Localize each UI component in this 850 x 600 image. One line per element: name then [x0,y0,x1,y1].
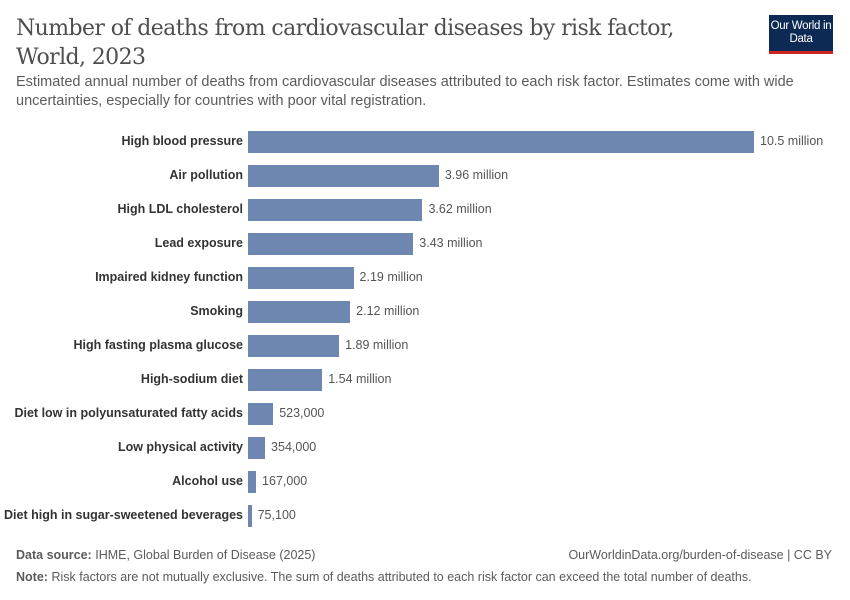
bar[interactable] [248,403,274,425]
bar[interactable] [248,165,439,187]
category-label: Low physical activity [117,440,243,454]
chart-title: Number of deaths from cardiovascular dis… [16,16,674,70]
data-source: Data source: IHME, Global Burden of Dise… [16,548,315,562]
data-label: 2.19 million [359,270,423,284]
owid-logo[interactable]: Our World in Data [769,15,833,54]
data-label: 3.96 million [444,168,509,182]
category-label: High-sodium diet [140,372,243,386]
category-label: Impaired kidney function [95,270,243,284]
data-label: 1.89 million [345,338,409,352]
bar[interactable] [248,471,257,493]
category-label: High LDL cholesterol [117,202,243,216]
data-label: 3.62 million [428,202,492,216]
data-label: 167,000 [262,474,308,488]
bar[interactable] [248,301,351,323]
note-text: Risk factors are not mutually exclusive.… [51,570,752,584]
category-label: High fasting plasma glucose [73,338,243,352]
data-label: 10.5 million [760,134,824,148]
bar[interactable] [248,267,354,289]
source-label: Data source: [16,548,92,562]
data-label: 75,100 [257,508,296,522]
bar[interactable] [248,369,323,391]
category-label: Lead exposure [154,236,243,250]
data-label: 3.43 million [419,236,483,250]
bar[interactable] [248,199,423,221]
data-label: 354,000 [271,440,317,454]
data-label: 523,000 [279,406,325,420]
bar[interactable] [248,131,754,153]
note-label: Note: [16,570,48,584]
note: Note: Risk factors are not mutually excl… [16,570,752,584]
bar[interactable] [248,233,414,255]
category-label: Alcohol use [172,474,243,488]
source-text: IHME, Global Burden of Disease (2025) [95,548,316,562]
bar[interactable] [248,437,266,459]
bar[interactable] [248,505,252,527]
category-label: Diet low in polyunsaturated fatty acids [14,406,243,420]
bar[interactable] [248,335,340,357]
source-url[interactable]: OurWorldinData.org/burden-of-disease | C… [568,548,832,562]
category-label: Diet high in sugar-sweetened beverages [4,508,243,522]
category-label: High blood pressure [121,134,243,148]
category-label: Smoking [190,304,243,318]
data-label: 1.54 million [328,372,392,386]
data-label: 2.12 million [356,304,420,318]
category-label: Air pollution [169,168,243,182]
chart-subtitle: Estimated annual number of deaths from c… [16,74,794,109]
